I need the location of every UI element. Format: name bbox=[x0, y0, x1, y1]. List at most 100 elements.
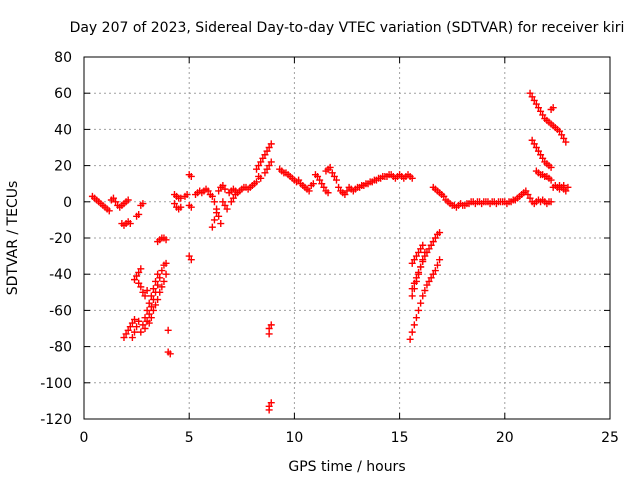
data-point bbox=[406, 335, 414, 343]
data-point bbox=[147, 292, 155, 300]
data-point bbox=[122, 330, 130, 338]
data-point bbox=[219, 198, 227, 206]
data-point bbox=[130, 328, 138, 336]
data-point bbox=[415, 270, 423, 278]
data-point bbox=[147, 314, 155, 322]
data-point bbox=[164, 326, 172, 334]
grid bbox=[84, 57, 610, 419]
data-point bbox=[440, 192, 448, 200]
data-point bbox=[421, 248, 429, 256]
data-point bbox=[328, 169, 336, 177]
data-point bbox=[162, 270, 170, 278]
data-point bbox=[139, 288, 147, 296]
data-point bbox=[534, 147, 542, 155]
data-point bbox=[145, 319, 153, 327]
data-point bbox=[412, 277, 420, 285]
chart-title: Day 207 of 2023, Sidereal Day-to-day VTE… bbox=[70, 20, 625, 36]
data-point bbox=[109, 194, 117, 202]
data-point bbox=[417, 299, 425, 307]
data-point bbox=[436, 229, 444, 237]
data-point bbox=[314, 172, 322, 180]
data-point bbox=[265, 144, 273, 151]
data-points bbox=[88, 89, 572, 414]
data-point bbox=[265, 162, 273, 170]
x-tick-label: 0 bbox=[80, 430, 89, 446]
data-point bbox=[145, 310, 153, 318]
data-point bbox=[231, 191, 239, 199]
data-point bbox=[152, 277, 160, 285]
data-point bbox=[152, 301, 160, 309]
data-point bbox=[208, 192, 216, 200]
y-tick-label: -20 bbox=[49, 231, 72, 247]
data-point bbox=[145, 299, 153, 307]
data-point bbox=[415, 306, 423, 314]
data-point bbox=[156, 288, 164, 296]
data-point bbox=[419, 292, 427, 300]
data-point bbox=[537, 151, 545, 159]
data-point bbox=[263, 147, 271, 155]
data-point bbox=[433, 261, 441, 269]
data-point bbox=[532, 100, 540, 108]
y-tick-label: 80 bbox=[54, 50, 72, 66]
data-point bbox=[417, 245, 425, 253]
data-point bbox=[421, 286, 429, 294]
data-point bbox=[408, 292, 416, 300]
data-point bbox=[141, 292, 149, 300]
y-tick-label: -40 bbox=[49, 267, 72, 283]
data-point bbox=[326, 163, 334, 171]
data-point bbox=[147, 303, 155, 311]
data-point bbox=[417, 263, 425, 271]
data-point bbox=[324, 189, 332, 197]
data-point bbox=[210, 198, 218, 206]
data-point bbox=[210, 216, 218, 224]
data-point bbox=[255, 162, 263, 170]
data-point bbox=[267, 158, 275, 166]
data-point bbox=[305, 187, 313, 195]
data-point bbox=[564, 183, 572, 191]
y-tick-label: -120 bbox=[40, 412, 72, 428]
data-point bbox=[135, 268, 143, 276]
data-point bbox=[137, 283, 145, 291]
data-point bbox=[130, 315, 138, 323]
data-point bbox=[128, 334, 136, 342]
data-point bbox=[143, 306, 151, 314]
data-point bbox=[436, 256, 444, 264]
data-point bbox=[556, 127, 564, 135]
data-point bbox=[528, 136, 536, 144]
data-point bbox=[429, 238, 437, 246]
data-point bbox=[425, 245, 433, 253]
data-point bbox=[257, 174, 265, 182]
x-axis-label: GPS time / hours bbox=[288, 459, 405, 475]
data-point bbox=[183, 191, 191, 199]
data-point bbox=[427, 274, 435, 282]
data-point bbox=[229, 194, 237, 202]
data-point bbox=[261, 169, 269, 177]
data-point bbox=[425, 277, 433, 285]
data-point bbox=[431, 267, 439, 275]
data-point bbox=[526, 194, 534, 202]
data-point bbox=[412, 314, 420, 322]
data-point bbox=[539, 154, 547, 162]
data-point bbox=[126, 323, 134, 331]
data-point bbox=[318, 180, 326, 188]
x-tick-label: 10 bbox=[285, 430, 303, 446]
data-point bbox=[139, 321, 147, 329]
data-point bbox=[261, 151, 269, 159]
data-point bbox=[532, 144, 540, 151]
data-point bbox=[221, 201, 229, 209]
x-tick-label: 25 bbox=[601, 430, 619, 446]
data-point bbox=[219, 182, 227, 190]
data-point bbox=[112, 198, 120, 206]
data-point bbox=[137, 328, 145, 336]
data-point bbox=[149, 306, 157, 314]
data-point bbox=[215, 212, 223, 220]
data-point bbox=[133, 272, 141, 280]
data-point bbox=[208, 223, 216, 231]
data-point bbox=[423, 281, 431, 289]
data-point bbox=[177, 194, 185, 202]
data-point bbox=[427, 241, 435, 249]
y-tick-label: -60 bbox=[49, 303, 72, 319]
data-point bbox=[343, 187, 351, 195]
data-point bbox=[431, 234, 439, 242]
data-point bbox=[158, 283, 166, 291]
